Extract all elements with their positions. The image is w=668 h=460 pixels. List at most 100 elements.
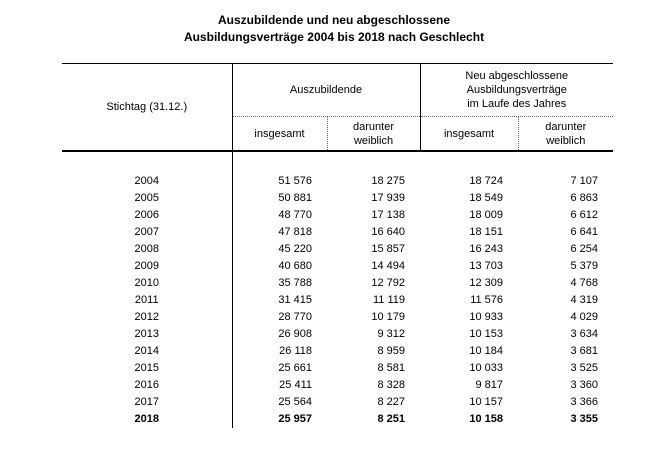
year-cell: 2006: [62, 207, 233, 224]
column-group-neu-abgeschlossene: Neu abgeschlossene Ausbildungsverträge i…: [419, 63, 614, 117]
value-cell-auszubildende-insgesamt: 31 415: [278, 294, 312, 306]
table-row: 2009 40 680 14 494 13 703 5 379: [62, 258, 613, 275]
value-cell-neu-weiblich: 4 319: [570, 294, 599, 306]
value-cell-auszubildende-weiblich: 16 640: [371, 226, 406, 238]
value-cell-auszubildende-weiblich: 8 581: [377, 362, 406, 374]
year-cell: 2008: [62, 241, 233, 258]
value-cell-auszubildende-weiblich: 12 792: [371, 277, 406, 289]
value-cell-neu-insgesamt: 18 009: [469, 209, 504, 221]
title-line-1: Auszubildende und neu abgeschlossene: [217, 13, 451, 27]
table-row: 2011 31 415 11 119 11 576 4 319: [62, 292, 613, 309]
table-body: 2004 51 576 18 275 18 724 7 107 2005 50 …: [62, 151, 613, 428]
subheader-auszubildende-insgesamt: insgesamt: [232, 116, 327, 152]
subheader-neu-insgesamt: insgesamt: [419, 116, 519, 152]
value-cell-neu-insgesamt: 11 576: [470, 294, 504, 306]
value-cell-neu-insgesamt: 13 703: [469, 260, 504, 272]
table-row: 2012 28 770 10 179 10 933 4 029: [62, 309, 613, 326]
value-cell-auszubildende-insgesamt: 51 576: [278, 175, 312, 187]
year-cell: 2010: [62, 275, 233, 292]
value-cell-neu-insgesamt: 12 309: [469, 277, 504, 289]
value-cell-auszubildende-weiblich: 17 939: [371, 192, 406, 204]
value-cell-neu-weiblich: 6 254: [570, 243, 599, 255]
year-cell: 2013: [62, 326, 233, 343]
value-cell-neu-insgesamt: 10 158: [469, 413, 504, 425]
value-cell-auszubildende-insgesamt: 25 661: [278, 362, 312, 374]
title-line-2: Ausbildungsverträge 2004 bis 2018 nach G…: [183, 30, 485, 44]
value-cell-auszubildende-weiblich: 10 179: [371, 311, 406, 323]
table-row: 2015 25 661 8 581 10 033 3 525: [62, 360, 613, 377]
value-cell-auszubildende-insgesamt: 26 908: [278, 328, 312, 340]
value-cell-auszubildende-weiblich: 15 857: [371, 243, 406, 255]
value-cell-neu-weiblich: 3 681: [570, 345, 599, 357]
year-cell: 2011: [62, 292, 233, 309]
table-row: 2008 45 220 15 857 16 243 6 254: [62, 241, 613, 258]
corner-header-stichtag: Stichtag (31.12.): [62, 63, 233, 152]
value-cell-neu-insgesamt: 18 724: [469, 175, 504, 187]
year-cell: 2007: [62, 224, 233, 241]
value-cell-neu-weiblich: 6 612: [570, 209, 599, 221]
value-cell-neu-insgesamt: 16 243: [469, 243, 504, 255]
value-cell-auszubildende-insgesamt: 26 118: [279, 345, 312, 357]
value-cell-neu-weiblich: 3 355: [570, 413, 599, 425]
year-cell: 2012: [62, 309, 233, 326]
value-cell-neu-weiblich: 3 360: [570, 379, 599, 391]
value-cell-neu-weiblich: 7 107: [570, 175, 599, 187]
value-cell-auszubildende-insgesamt: 35 788: [278, 277, 312, 289]
value-cell-neu-weiblich: 4 768: [570, 277, 599, 289]
value-cell-auszubildende-insgesamt: 25 564: [278, 396, 312, 408]
column-group-auszubildende: Auszubildende: [232, 63, 421, 117]
year-cell: 2015: [62, 360, 233, 377]
value-cell-auszubildende-insgesamt: 25 411: [279, 379, 312, 391]
value-cell-auszubildende-weiblich: 8 227: [377, 396, 406, 408]
value-cell-auszubildende-weiblich: 14 494: [371, 260, 406, 272]
value-cell-auszubildende-insgesamt: 28 770: [278, 311, 312, 323]
value-cell-neu-insgesamt: 10 153: [469, 328, 504, 340]
value-cell-auszubildende-weiblich: 17 138: [371, 209, 406, 221]
value-cell-auszubildende-insgesamt: 25 957: [278, 413, 312, 425]
value-cell-neu-insgesamt: 18 151: [469, 226, 504, 238]
value-cell-neu-weiblich: 3 634: [570, 328, 599, 340]
value-cell-neu-insgesamt: 10 933: [469, 311, 504, 323]
table-row: 2017 25 564 8 227 10 157 3 366: [62, 394, 613, 411]
value-cell-neu-weiblich: 5 379: [570, 260, 599, 272]
table-row: 2005 50 881 17 939 18 549 6 863: [62, 190, 613, 207]
table-header: Stichtag (31.12.) Auszubildende Neu abge…: [62, 63, 614, 152]
value-cell-auszubildende-insgesamt: 48 770: [278, 209, 312, 221]
value-cell-auszubildende-weiblich: 18 275: [371, 175, 406, 187]
table-row: 2006 48 770 17 138 18 009 6 612: [62, 207, 613, 224]
value-cell-neu-insgesamt: 18 549: [469, 192, 504, 204]
value-cell-neu-weiblich: 3 525: [570, 362, 599, 374]
page-title: Auszubildende und neu abgeschlossene Aus…: [0, 12, 668, 46]
value-cell-auszubildende-weiblich: 8 959: [377, 345, 406, 357]
year-cell: 2005: [62, 190, 233, 207]
value-cell-neu-weiblich: 6 641: [570, 226, 599, 238]
value-cell-auszubildende-insgesamt: 47 818: [278, 226, 312, 238]
value-cell-neu-insgesamt: 10 033: [469, 362, 504, 374]
value-cell-auszubildende-weiblich: 11 119: [373, 294, 406, 306]
value-cell-auszubildende-weiblich: 8 251: [377, 413, 406, 425]
year-cell: 2009: [62, 258, 233, 275]
value-cell-auszubildende-insgesamt: 50 881: [278, 192, 312, 204]
value-cell-neu-weiblich: 3 366: [570, 396, 599, 408]
value-cell-neu-insgesamt: 10 184: [469, 345, 504, 357]
table-row: 2007 47 818 16 640 18 151 6 641: [62, 224, 613, 241]
year-cell: 2004: [62, 151, 233, 190]
value-cell-auszubildende-insgesamt: 40 680: [278, 260, 312, 272]
value-cell-neu-weiblich: 6 863: [570, 192, 599, 204]
table-row: 2016 25 411 8 328 9 817 3 360: [62, 377, 613, 394]
value-cell-neu-insgesamt: 9 817: [475, 379, 504, 391]
table-row: 2014 26 118 8 959 10 184 3 681: [62, 343, 613, 360]
subheader-auszubildende-weiblich: darunter weiblich: [326, 116, 421, 152]
table-row: 2010 35 788 12 792 12 309 4 768: [62, 275, 613, 292]
year-cell: 2016: [62, 377, 233, 394]
table-row: 2004 51 576 18 275 18 724 7 107: [62, 151, 613, 190]
year-cell: 2018: [62, 411, 233, 428]
year-cell: 2014: [62, 343, 233, 360]
value-cell-neu-insgesamt: 10 157: [469, 396, 504, 408]
table-row: 2013 26 908 9 312 10 153 3 634: [62, 326, 613, 343]
value-cell-auszubildende-weiblich: 8 328: [377, 379, 406, 391]
table-row: 2018 25 957 8 251 10 158 3 355: [62, 411, 613, 428]
value-cell-auszubildende-weiblich: 9 312: [377, 328, 406, 340]
value-cell-auszubildende-insgesamt: 45 220: [278, 243, 312, 255]
